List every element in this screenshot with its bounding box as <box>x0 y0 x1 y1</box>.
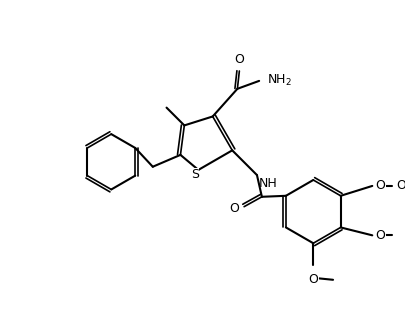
Text: O: O <box>374 179 384 192</box>
Text: O: O <box>374 229 384 242</box>
Text: NH$_2$: NH$_2$ <box>266 73 291 88</box>
Text: NH: NH <box>258 177 277 190</box>
Text: O: O <box>307 273 318 286</box>
Text: O: O <box>234 53 244 66</box>
Text: S: S <box>191 168 199 181</box>
Text: O: O <box>395 179 405 192</box>
Text: O: O <box>229 202 239 215</box>
